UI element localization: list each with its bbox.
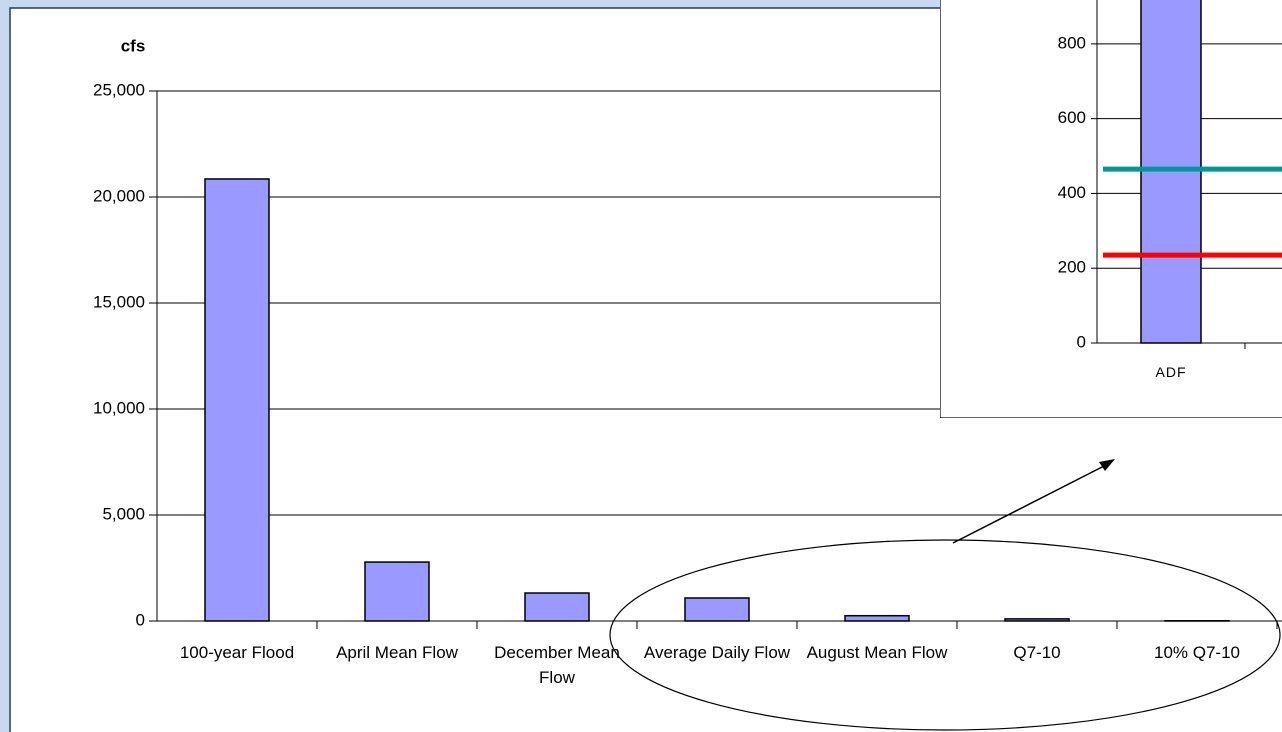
highlight-ellipse [609, 539, 1281, 731]
x-tick-label: April Mean Flow [336, 643, 458, 662]
x-tick-label: Q7-10 [1013, 643, 1061, 662]
x-tick-label: ADF [1155, 364, 1187, 380]
arrow-head [1099, 459, 1115, 471]
inset-panel [940, 0, 1282, 418]
x-tick-label: August Mean Flow [806, 643, 948, 662]
bar [524, 592, 590, 622]
main-plot: 0 5,000 10,000 15,000 20,000 25,000 [93, 80, 1282, 629]
x-tick-label: Average Daily Flow [643, 643, 791, 662]
y-tick-label: 25,000 [93, 80, 145, 99]
x-tick-label: 100-year Flood [179, 643, 295, 662]
y-tick-label: 200 [1058, 258, 1086, 277]
y-tick-label: 5,000 [102, 504, 145, 523]
x-tick-label: December Mean Flow [494, 643, 620, 687]
inset-plot: 0 200 400 600 800 [940, 0, 1282, 418]
y-tick-label: 600 [1058, 108, 1086, 127]
bar [844, 614, 910, 622]
y-tick-label: 15,000 [93, 292, 145, 311]
bar [364, 561, 430, 622]
y-tick-label: 0 [1077, 332, 1086, 351]
y-tick-label: 800 [1058, 33, 1086, 52]
bar [1004, 618, 1070, 622]
y-axis-label: cfs [121, 36, 146, 55]
y-tick-label: 20,000 [93, 186, 145, 205]
x-tick-label: 10% Q7-10 [1154, 643, 1240, 662]
arrow-line [952, 464, 1107, 544]
y-tick-label: 0 [136, 610, 145, 629]
y-tick-label: 10,000 [93, 398, 145, 417]
bar [204, 178, 270, 622]
bar [684, 597, 750, 622]
y-tick-label: 400 [1058, 183, 1086, 202]
